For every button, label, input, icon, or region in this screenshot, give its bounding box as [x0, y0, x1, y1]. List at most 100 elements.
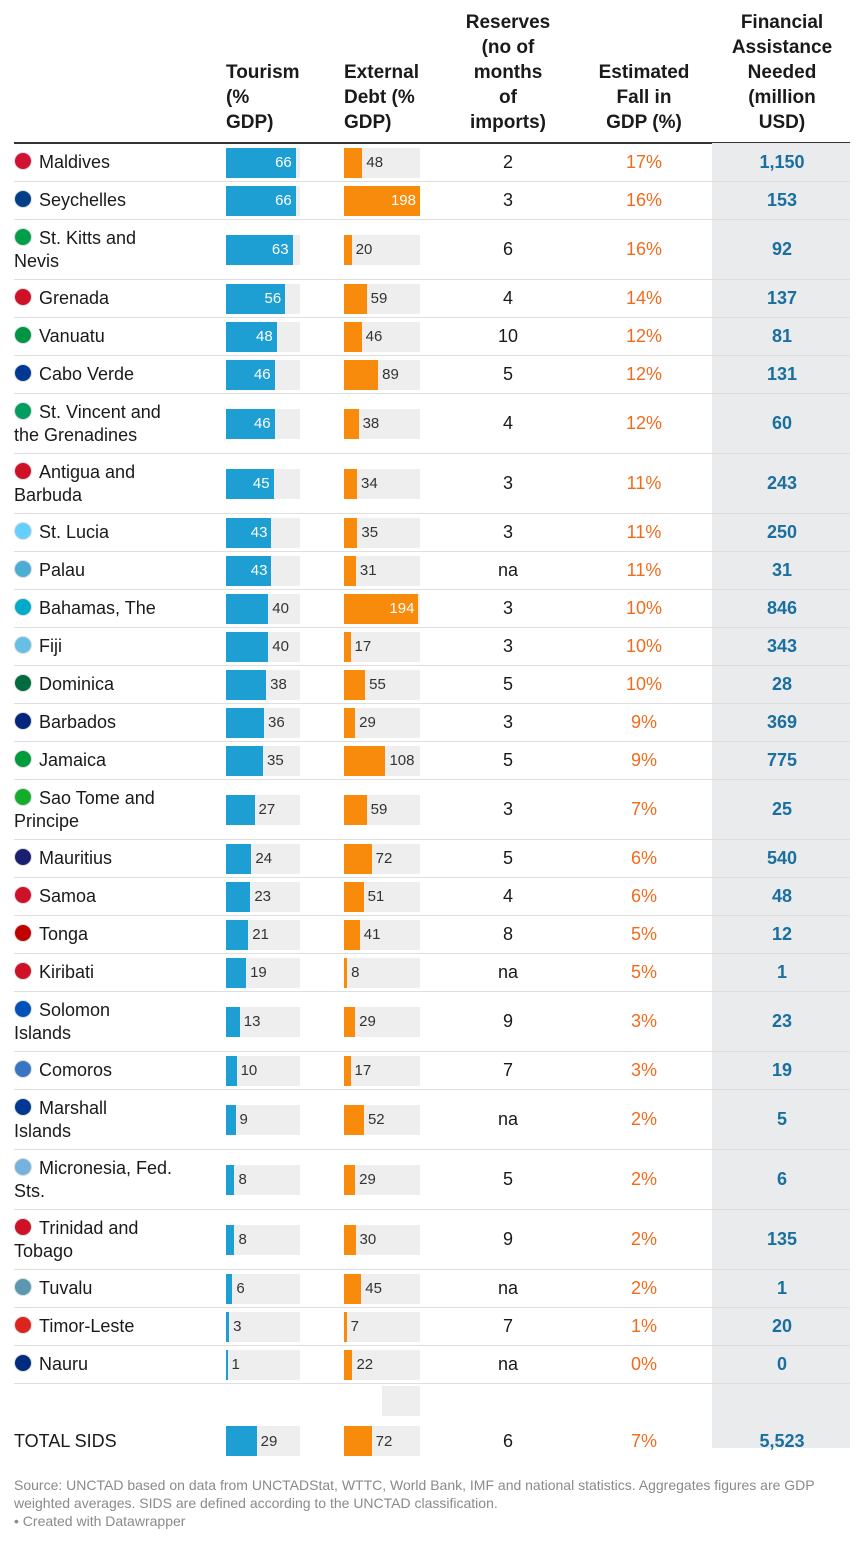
table-row: Trinidad and Tobago 8 30 9 2% 135	[14, 1210, 850, 1270]
external-debt-value-label: 20	[355, 241, 373, 258]
external-debt-bar	[344, 321, 362, 352]
reserves-value: 3	[502, 190, 513, 210]
external-debt-cell: 41	[344, 916, 420, 953]
tourism-track: 1	[226, 1349, 300, 1380]
tourism-cell: 46	[226, 356, 300, 393]
tourism-value-label: 56	[264, 290, 282, 307]
tourism-cell: 8	[226, 1150, 300, 1209]
external-debt-track: 20	[344, 234, 420, 265]
header-estimated-fall[interactable]: Estimated Fall in GDP (%)	[584, 60, 704, 135]
country-cell: Trinidad and Tobago	[14, 1210, 219, 1269]
header-reserves-line: Reserves	[465, 12, 551, 33]
tourism-value-label: 8	[238, 1231, 247, 1248]
country-name: Solomon Islands	[14, 999, 110, 1045]
tourism-track: 63	[226, 234, 300, 265]
header-fall-line: Estimated	[598, 62, 690, 83]
external-debt-bar	[344, 881, 364, 912]
external-debt-value-label: 51	[367, 888, 385, 905]
external-debt-track: 46	[344, 321, 420, 352]
country-flag-icon	[14, 401, 32, 420]
table-row: Antigua and Barbuda 45 34 3 11% 243	[14, 454, 850, 514]
country-name: St. Vincent and the Grenadines	[14, 401, 161, 447]
tourism-track: 38	[226, 669, 300, 700]
tourism-value-label: 8	[238, 1171, 247, 1188]
tourism-track: 45	[226, 468, 300, 499]
country-name-line: Kiribati	[39, 962, 95, 982]
country-cell: Tonga	[14, 916, 219, 953]
external-debt-bar	[344, 707, 356, 738]
external-debt-bar	[344, 1104, 364, 1135]
reserves-value: na	[497, 560, 519, 580]
country-name-line: Mauritius	[39, 848, 113, 868]
external-debt-cell: 48	[344, 144, 420, 181]
reserves-value: 6	[502, 1430, 513, 1451]
reserves-value: 5	[502, 674, 513, 694]
tourism-track: 36	[226, 707, 300, 738]
external-debt-bar	[344, 919, 360, 950]
tourism-value-label: 38	[270, 676, 287, 693]
external-debt-track: 52	[344, 1104, 420, 1135]
tourism-value-label: 43	[250, 562, 268, 579]
tourism-value-label: 36	[268, 714, 285, 731]
external-debt-cell: 45	[344, 1270, 420, 1307]
table-row: Sao Tome and Principe 27 59 3 7% 25	[14, 780, 850, 840]
country-flag-icon	[14, 1060, 32, 1078]
header-tourism-line: GDP)	[226, 112, 274, 133]
external-debt-value-label: 59	[370, 290, 388, 307]
external-debt-cell: 55	[344, 666, 420, 703]
external-debt-track: 35	[344, 517, 420, 548]
external-debt-track: 198	[344, 185, 420, 216]
country-name-line: Barbados	[39, 712, 117, 732]
header-reserves[interactable]: Reserves (no of months of imports)	[454, 10, 562, 135]
external-debt-bar	[344, 283, 367, 314]
gdp-fall-value: 11%	[626, 560, 662, 580]
country-flag-icon	[14, 190, 32, 208]
table-row: Mauritius 24 72 5 6% 540	[14, 840, 850, 878]
tourism-cell: 45	[226, 454, 300, 513]
country-name-line: Principe	[14, 810, 80, 831]
tourism-bar	[226, 468, 274, 499]
country-name-line: St. Vincent and	[39, 401, 161, 422]
tourism-bar	[226, 1164, 235, 1195]
tourism-bar	[226, 669, 267, 700]
external-debt-bar	[344, 957, 348, 988]
country-flag-icon	[14, 1097, 32, 1116]
header-financial-assistance[interactable]: Financial Assistance Needed (million USD)	[714, 10, 850, 135]
tourism-track: 29	[226, 1426, 300, 1456]
table-row: Seychelles 66 198 3 16% 153	[14, 182, 850, 220]
financial-assistance-value: 137	[766, 288, 798, 308]
reserves-value: 3	[502, 799, 513, 819]
tourism-value-label: 3	[233, 1318, 242, 1335]
country-flag-icon	[14, 1157, 32, 1176]
external-debt-value-label: 46	[365, 328, 383, 345]
external-debt-bar	[344, 1311, 347, 1342]
header-fin-line: Needed	[747, 62, 817, 83]
tourism-cell: 27	[226, 780, 300, 839]
external-debt-cell: 59	[344, 280, 420, 317]
financial-assistance-value: 92	[771, 239, 793, 259]
tourism-value-label: 35	[267, 752, 284, 769]
external-debt-track: 17	[344, 631, 420, 662]
financial-assistance-value: 28	[771, 674, 793, 694]
external-debt-bar	[344, 147, 363, 178]
country-name-line: Sao Tome and	[39, 787, 155, 808]
country-flag-icon	[14, 364, 32, 382]
table-row: Cabo Verde 46 89 5 12% 131	[14, 356, 850, 394]
tourism-bar	[226, 359, 275, 390]
table-row: Palau 43 31 na 11% 31	[14, 552, 850, 590]
header-external-debt[interactable]: External Debt (% GDP)	[344, 60, 454, 135]
gdp-fall-value: 12%	[625, 326, 663, 346]
country-cell: Palau	[14, 552, 219, 589]
external-debt-cell: 198	[344, 182, 420, 219]
country-flag-icon	[14, 598, 32, 616]
country-cell: Barbados	[14, 704, 219, 741]
country-name-line: Tobago	[14, 1240, 74, 1261]
header-tourism[interactable]: Tourism (% GDP)	[226, 60, 336, 135]
gdp-fall-value: 16%	[625, 239, 663, 259]
financial-assistance-value: 60	[771, 413, 793, 433]
tourism-cell: 8	[226, 1210, 300, 1269]
external-debt-value-label: 45	[365, 1280, 382, 1297]
gdp-fall-value: 12%	[625, 364, 663, 384]
external-debt-value-label: 35	[361, 524, 379, 541]
country-name: Bahamas, The	[14, 597, 156, 620]
